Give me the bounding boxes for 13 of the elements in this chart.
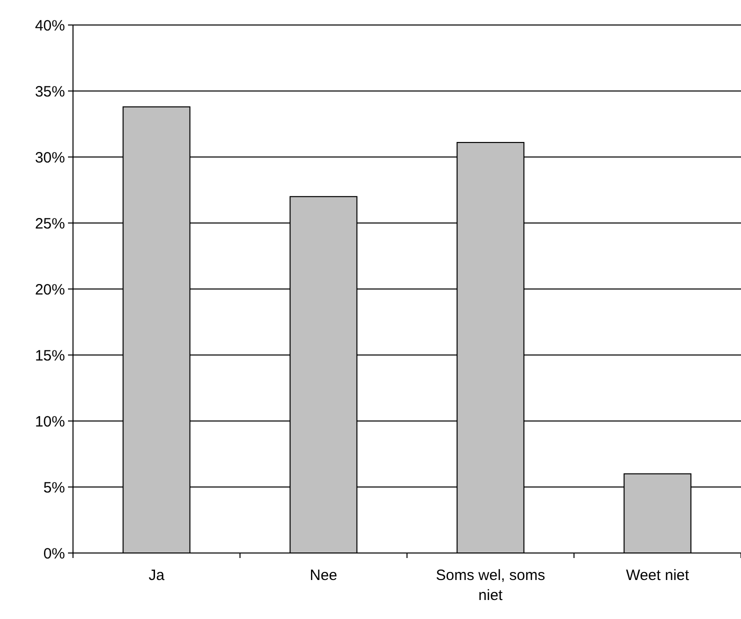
y-tick-label: 0% — [43, 545, 65, 562]
y-tick-label: 15% — [34, 347, 65, 364]
y-tick-label: 10% — [34, 413, 65, 430]
y-tick-label: 30% — [34, 149, 65, 166]
y-tick-label: 40% — [34, 17, 65, 34]
x-tick-label: Soms wel, soms niet — [436, 567, 546, 604]
y-tick-label: 25% — [34, 215, 65, 232]
x-tick-label: Nee — [310, 567, 338, 584]
y-tick-label: 20% — [34, 281, 65, 298]
x-tick-label: Weet niet — [626, 567, 690, 584]
x-tick-label: Ja — [148, 567, 166, 584]
y-tick-label: 5% — [43, 479, 65, 496]
y-tick-label: 35% — [34, 83, 65, 100]
